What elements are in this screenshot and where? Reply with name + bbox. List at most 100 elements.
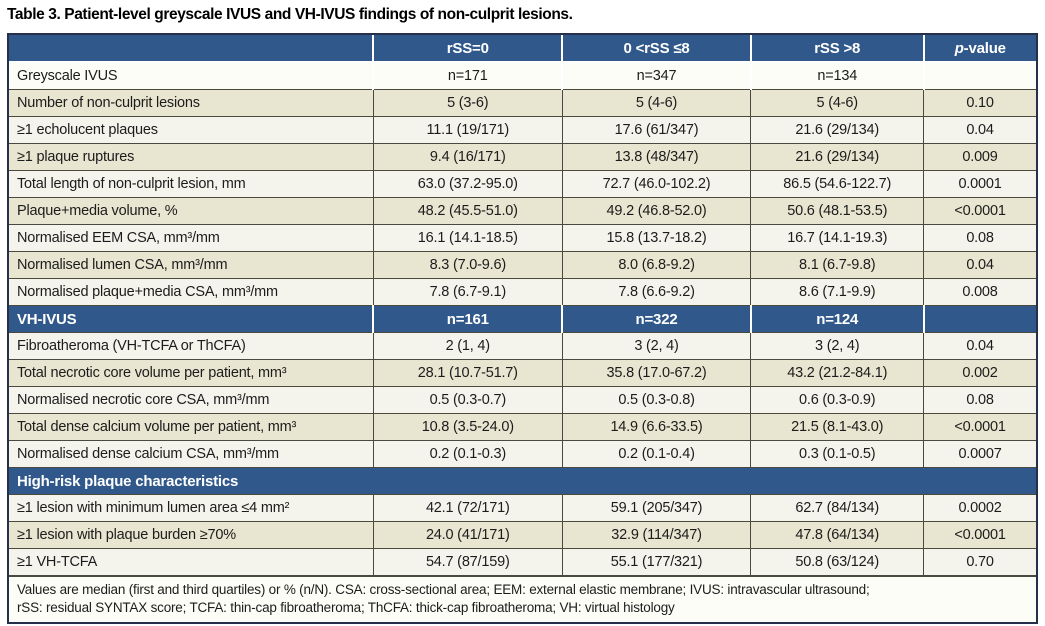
p-value-cell: 0.0002	[923, 494, 1036, 522]
value-cell: 8.0 (6.8-9.2)	[561, 251, 752, 279]
p-value-cell: 0.70	[923, 548, 1036, 576]
p-value-cell: 0.04	[923, 116, 1036, 144]
value-cell: 62.7 (84/134)	[750, 494, 925, 522]
row-label: Normalised plaque+media CSA, mm³/mm	[9, 278, 374, 306]
value-cell: 8.6 (7.1-9.9)	[750, 278, 925, 306]
p-value-cell: <0.0001	[923, 413, 1036, 441]
value-cell: 0.5 (0.3-0.7)	[372, 386, 563, 414]
p-value-cell: 0.10	[923, 89, 1036, 117]
value-cell: 43.2 (21.2-84.1)	[750, 359, 925, 387]
ivus-findings-table: rSS=0 0 <rSS ≤8 rSS >8 p-value Greyscale…	[9, 35, 1036, 576]
value-cell: 21.5 (8.1-43.0)	[750, 413, 925, 441]
value-cell: 21.6 (29/134)	[750, 143, 925, 171]
table-row: Number of non-culprit lesions 5 (3-6) 5 …	[9, 89, 1036, 117]
value-cell: 5 (4-6)	[561, 89, 752, 117]
value-cell: 2 (1, 4)	[372, 332, 563, 360]
value-cell: 50.6 (48.1-53.5)	[750, 197, 925, 225]
value-cell: 13.8 (48/347)	[561, 143, 752, 171]
p-value-cell: <0.0001	[923, 521, 1036, 549]
column-header-pvalue: p-value	[922, 35, 1036, 63]
value-cell: 15.8 (13.7-18.2)	[561, 224, 752, 252]
p-value-cell: 0.08	[923, 224, 1036, 252]
column-header-row: rSS=0 0 <rSS ≤8 rSS >8 p-value	[9, 35, 1036, 63]
value-cell: 10.8 (3.5-24.0)	[372, 413, 563, 441]
section-count-empty	[922, 62, 1036, 90]
value-cell: 9.4 (16/171)	[372, 143, 563, 171]
section-title: VH-IVUS	[9, 305, 375, 333]
table-row: ≥1 echolucent plaques 11.1 (19/171) 17.6…	[9, 116, 1036, 144]
section-count: n=322	[561, 305, 752, 333]
blank-header-cell	[9, 35, 375, 63]
row-label: Fibroatheroma (VH-TCFA or ThCFA)	[9, 332, 374, 360]
table-container: rSS=0 0 <rSS ≤8 rSS >8 p-value Greyscale…	[7, 33, 1038, 625]
value-cell: 0.2 (0.1-0.3)	[372, 440, 563, 468]
table-title: Table 3. Patient-level greyscale IVUS an…	[7, 6, 573, 23]
footnote-line: Values are median (first and third quart…	[17, 582, 870, 597]
value-cell: 49.2 (46.8-52.0)	[561, 197, 752, 225]
table-row: Plaque+media volume, % 48.2 (45.5-51.0) …	[9, 197, 1036, 225]
value-cell: 0.5 (0.3-0.8)	[561, 386, 752, 414]
value-cell: 7.8 (6.7-9.1)	[372, 278, 563, 306]
value-cell: 50.8 (63/124)	[750, 548, 925, 576]
value-cell: 7.8 (6.6-9.2)	[561, 278, 752, 306]
row-label: Normalised EEM CSA, mm³/mm	[9, 224, 374, 252]
value-cell: 63.0 (37.2-95.0)	[372, 170, 563, 198]
value-cell: 16.7 (14.1-19.3)	[750, 224, 925, 252]
value-cell: 54.7 (87/159)	[372, 548, 563, 576]
value-cell: 72.7 (46.0-102.2)	[561, 170, 752, 198]
table-footnote: Values are median (first and third quart…	[9, 576, 1036, 623]
p-value-cell: 0.04	[923, 251, 1036, 279]
row-label: ≥1 lesion with plaque burden ≥70%	[9, 521, 374, 549]
value-cell: 47.8 (64/134)	[750, 521, 925, 549]
value-cell: 5 (4-6)	[750, 89, 925, 117]
row-label: Normalised necrotic core CSA, mm³/mm	[9, 386, 374, 414]
row-label: ≥1 plaque ruptures	[9, 143, 374, 171]
table-row: ≥1 plaque ruptures 9.4 (16/171) 13.8 (48…	[9, 143, 1036, 171]
value-cell: 0.6 (0.3-0.9)	[750, 386, 925, 414]
p-value-cell: <0.0001	[923, 197, 1036, 225]
section-count: n=124	[749, 305, 925, 333]
value-cell: 0.2 (0.1-0.4)	[561, 440, 752, 468]
section-title: High-risk plaque characteristics	[9, 467, 1036, 495]
p-value-cell: 0.009	[923, 143, 1036, 171]
value-cell: 8.3 (7.0-9.6)	[372, 251, 563, 279]
row-label: Total length of non-culprit lesion, mm	[9, 170, 374, 198]
p-value-cell: 0.08	[923, 386, 1036, 414]
value-cell: 3 (2, 4)	[561, 332, 752, 360]
p-value-cell: 0.0007	[923, 440, 1036, 468]
p-value-cell: 0.008	[923, 278, 1036, 306]
table-row: Total dense calcium volume per patient, …	[9, 413, 1036, 441]
value-cell: 86.5 (54.6-122.7)	[750, 170, 925, 198]
value-cell: 42.1 (72/171)	[372, 494, 563, 522]
row-label: Number of non-culprit lesions	[9, 89, 374, 117]
value-cell: 59.1 (205/347)	[561, 494, 752, 522]
table-row: Normalised necrotic core CSA, mm³/mm 0.5…	[9, 386, 1036, 414]
table-row: Fibroatheroma (VH-TCFA or ThCFA) 2 (1, 4…	[9, 332, 1036, 360]
value-cell: 16.1 (14.1-18.5)	[372, 224, 563, 252]
row-label: Normalised dense calcium CSA, mm³/mm	[9, 440, 374, 468]
column-header-rss-mid: 0 <rSS ≤8	[561, 35, 752, 63]
p-italic: p	[954, 39, 964, 57]
footnote-line: rSS: residual SYNTAX score; TCFA: thin-c…	[17, 599, 675, 615]
value-cell: 35.8 (17.0-67.2)	[561, 359, 752, 387]
table-row: ≥1 lesion with minimum lumen area ≤4 mm²…	[9, 494, 1036, 522]
column-header-rss0: rSS=0	[372, 35, 564, 63]
p-value-cell: 0.04	[923, 332, 1036, 360]
value-cell: 21.6 (29/134)	[750, 116, 925, 144]
section-count: n=134	[749, 62, 925, 90]
value-cell: 28.1 (10.7-51.7)	[372, 359, 563, 387]
section-header-row-vh: VH-IVUS n=161 n=322 n=124	[9, 305, 1036, 333]
value-cell: 17.6 (61/347)	[561, 116, 752, 144]
row-label: ≥1 lesion with minimum lumen area ≤4 mm²	[9, 494, 374, 522]
table-row: ≥1 lesion with plaque burden ≥70% 24.0 (…	[9, 521, 1036, 549]
row-label: Normalised lumen CSA, mm³/mm	[9, 251, 374, 279]
row-label: Plaque+media volume, %	[9, 197, 374, 225]
section-header-row-greyscale: Greyscale IVUS n=171 n=347 n=134	[9, 62, 1036, 90]
value-cell: 11.1 (19/171)	[372, 116, 563, 144]
section-count: n=171	[372, 62, 564, 90]
value-cell: 3 (2, 4)	[750, 332, 925, 360]
column-header-rss-high: rSS >8	[749, 35, 925, 63]
value-cell: 24.0 (41/171)	[372, 521, 563, 549]
table-row: Total necrotic core volume per patient, …	[9, 359, 1036, 387]
